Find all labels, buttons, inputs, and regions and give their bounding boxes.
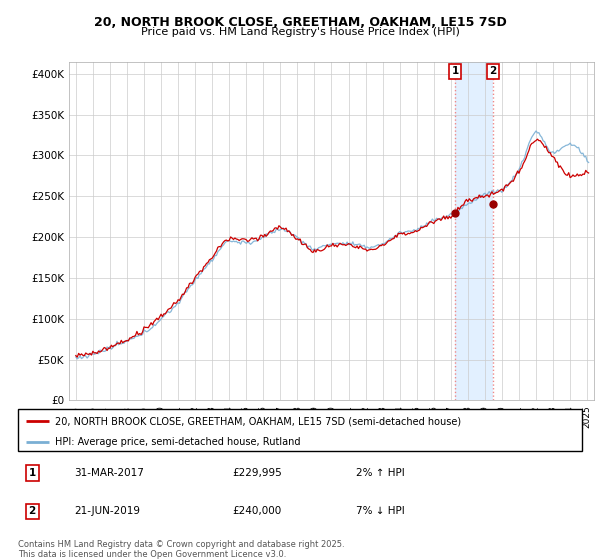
Text: 2: 2 xyxy=(489,67,497,76)
Text: 1: 1 xyxy=(451,67,459,76)
Text: £240,000: £240,000 xyxy=(232,506,281,516)
Text: Contains HM Land Registry data © Crown copyright and database right 2025.
This d: Contains HM Land Registry data © Crown c… xyxy=(18,540,344,559)
Text: 21-JUN-2019: 21-JUN-2019 xyxy=(74,506,140,516)
Text: 20, NORTH BROOK CLOSE, GREETHAM, OAKHAM, LE15 7SD (semi-detached house): 20, NORTH BROOK CLOSE, GREETHAM, OAKHAM,… xyxy=(55,417,461,426)
Text: 2: 2 xyxy=(28,506,36,516)
Text: 2% ↑ HPI: 2% ↑ HPI xyxy=(356,468,405,478)
Text: 7% ↓ HPI: 7% ↓ HPI xyxy=(356,506,405,516)
Text: HPI: Average price, semi-detached house, Rutland: HPI: Average price, semi-detached house,… xyxy=(55,437,300,446)
Text: 1: 1 xyxy=(28,468,36,478)
Bar xyxy=(455,62,493,400)
Text: £229,995: £229,995 xyxy=(232,468,282,478)
Text: Price paid vs. HM Land Registry's House Price Index (HPI): Price paid vs. HM Land Registry's House … xyxy=(140,27,460,37)
Text: 31-MAR-2017: 31-MAR-2017 xyxy=(74,468,144,478)
Text: 20, NORTH BROOK CLOSE, GREETHAM, OAKHAM, LE15 7SD: 20, NORTH BROOK CLOSE, GREETHAM, OAKHAM,… xyxy=(94,16,506,29)
